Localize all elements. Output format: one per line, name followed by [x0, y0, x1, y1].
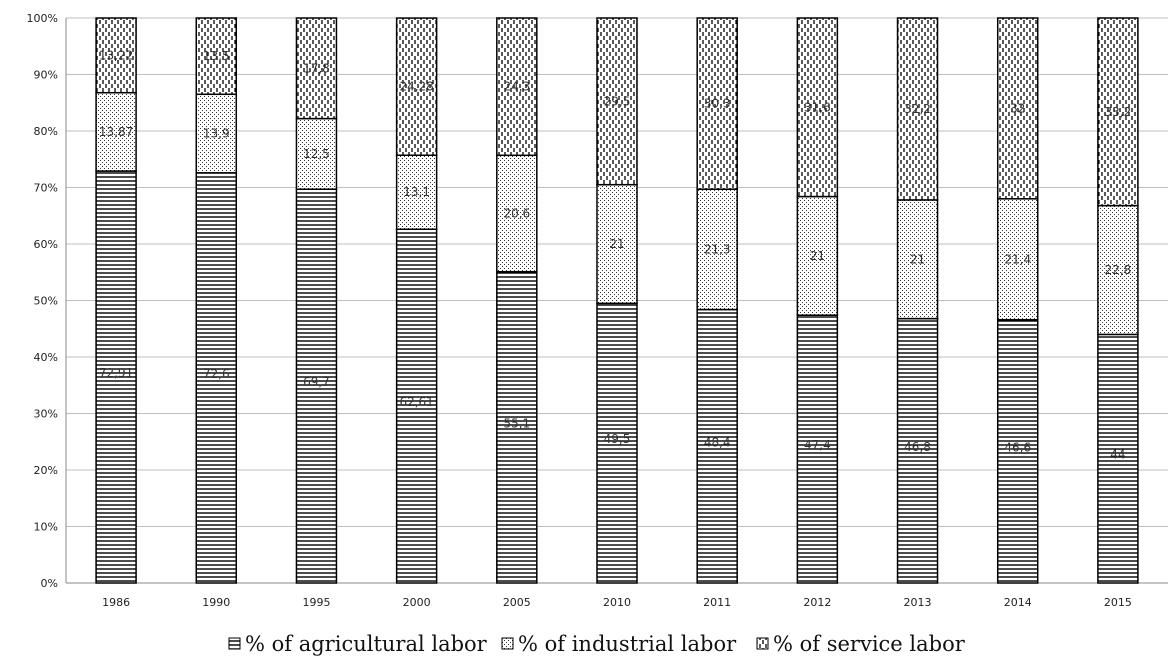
y-tick-label: 60%: [34, 238, 58, 251]
y-tick-label: 40%: [34, 351, 58, 364]
bar-segment: [496, 270, 538, 584]
data-label: 72,6: [203, 367, 230, 381]
data-label: 62,61: [399, 395, 433, 409]
legend-swatch: [501, 637, 514, 650]
bar-segment: [1097, 333, 1139, 584]
data-label: 46,6: [1004, 440, 1031, 454]
data-label: 21,4: [1004, 252, 1031, 266]
bar-segment: [996, 318, 1039, 584]
data-label: 44: [1110, 448, 1125, 462]
data-label: 69,7: [303, 375, 330, 389]
y-tick-label: 0%: [41, 577, 58, 590]
bar-segment: [95, 17, 137, 94]
data-label: 13,5: [203, 49, 230, 63]
bar-segment: [1097, 17, 1139, 207]
bar-segment: [896, 17, 939, 201]
data-label: 30,3: [704, 97, 731, 111]
y-tick-label: 10%: [34, 521, 58, 534]
bar-segment: [696, 17, 738, 190]
data-label: 31,6: [804, 100, 831, 114]
legend-label: % of service labor: [773, 632, 966, 656]
legend-label: % of industrial labor: [518, 632, 737, 656]
bar-segment: [696, 308, 738, 584]
data-label: 33,2: [1105, 105, 1132, 119]
bar-segment: [395, 17, 438, 156]
data-label: 29,5: [604, 94, 631, 108]
x-tick-label: 2013: [904, 596, 932, 609]
bar-segment: [295, 188, 338, 584]
bar-segment: [896, 317, 939, 584]
bar-segment: [395, 154, 438, 231]
data-label: 13,22: [99, 48, 133, 62]
data-label: 21: [910, 252, 925, 266]
x-tick-label: 2010: [603, 596, 631, 609]
y-tick-label: 50%: [34, 295, 58, 308]
x-tick-label: 2005: [503, 596, 531, 609]
bar-segment: [295, 117, 338, 190]
data-label: 12,5: [303, 147, 330, 161]
bar-segment: [95, 170, 137, 584]
bar-segment: [596, 17, 638, 186]
bar-segment: [496, 154, 538, 273]
bar-segment: [896, 199, 939, 320]
y-tick-label: 80%: [34, 125, 58, 138]
x-axis: 1986 1990 1995 2000 2005 2010 2011 2012 2013 2014…: [102, 596, 1132, 609]
y-axis: 0% 10% 20% 30% 40% 50% 60% 70% 80% 90% 100%: [27, 12, 67, 590]
data-label: 20,6: [503, 206, 530, 220]
y-tick-label: 20%: [34, 464, 58, 477]
data-label: 48,4: [704, 435, 731, 449]
y-tick-label: 70%: [34, 182, 58, 195]
x-tick-label: 1990: [202, 596, 230, 609]
data-label: 13,1: [403, 185, 430, 199]
bar-segment: [195, 17, 238, 96]
bar-segment: [996, 198, 1039, 321]
data-label: 13,9: [203, 127, 230, 141]
data-label: 17,8: [303, 61, 330, 75]
bar-segment: [596, 302, 638, 584]
legend-swatch: [756, 637, 769, 650]
data-label: 72,91: [99, 366, 133, 380]
legend: % of agricultural labor % of industrial l…: [228, 632, 966, 656]
data-label: 22,8: [1105, 263, 1132, 277]
data-label: 55,1: [503, 416, 530, 430]
y-tick-label: 90%: [34, 69, 58, 82]
bar-segment: [796, 17, 839, 198]
data-label: 32: [1010, 101, 1025, 115]
data-label: 46,8: [904, 440, 931, 454]
data-label: 49,5: [604, 432, 631, 446]
x-tick-label: 2000: [403, 596, 431, 609]
x-tick-label: 2015: [1104, 596, 1132, 609]
legend-label: % of agricultural labor: [245, 632, 488, 656]
x-tick-label: 2012: [803, 596, 831, 609]
bar-segment: [195, 93, 238, 174]
y-tick-label: 30%: [34, 408, 58, 421]
bar-segment: [596, 183, 638, 305]
x-tick-label: 2011: [703, 596, 731, 609]
legend-swatch: [228, 637, 241, 650]
bar-segment: [395, 228, 438, 584]
data-label: 21,3: [704, 242, 731, 256]
x-tick-label: 2014: [1004, 596, 1032, 609]
data-label: 24,28: [399, 80, 433, 94]
bar-segment: [496, 17, 538, 157]
data-label: 13,87: [99, 125, 133, 139]
bar-segment: [1097, 204, 1139, 336]
data-labels: 72,91 13,87 13,22 72,6 13,9 13,5 69,7 12,5 17,8 6…: [99, 48, 1131, 461]
bar-segment: [796, 314, 839, 584]
bar-segment: [996, 17, 1039, 200]
x-tick-label: 1986: [102, 596, 130, 609]
bar-segment: [295, 17, 338, 120]
data-label: 24,3: [503, 80, 530, 94]
data-label: 32,2: [904, 102, 931, 116]
data-label: 21: [609, 237, 624, 251]
y-tick-label: 100%: [27, 12, 58, 25]
data-label: 21: [810, 249, 825, 263]
bars: [95, 17, 1139, 584]
bar-segment: [796, 195, 839, 316]
data-label: 47,4: [804, 438, 831, 452]
x-tick-label: 1995: [302, 596, 330, 609]
